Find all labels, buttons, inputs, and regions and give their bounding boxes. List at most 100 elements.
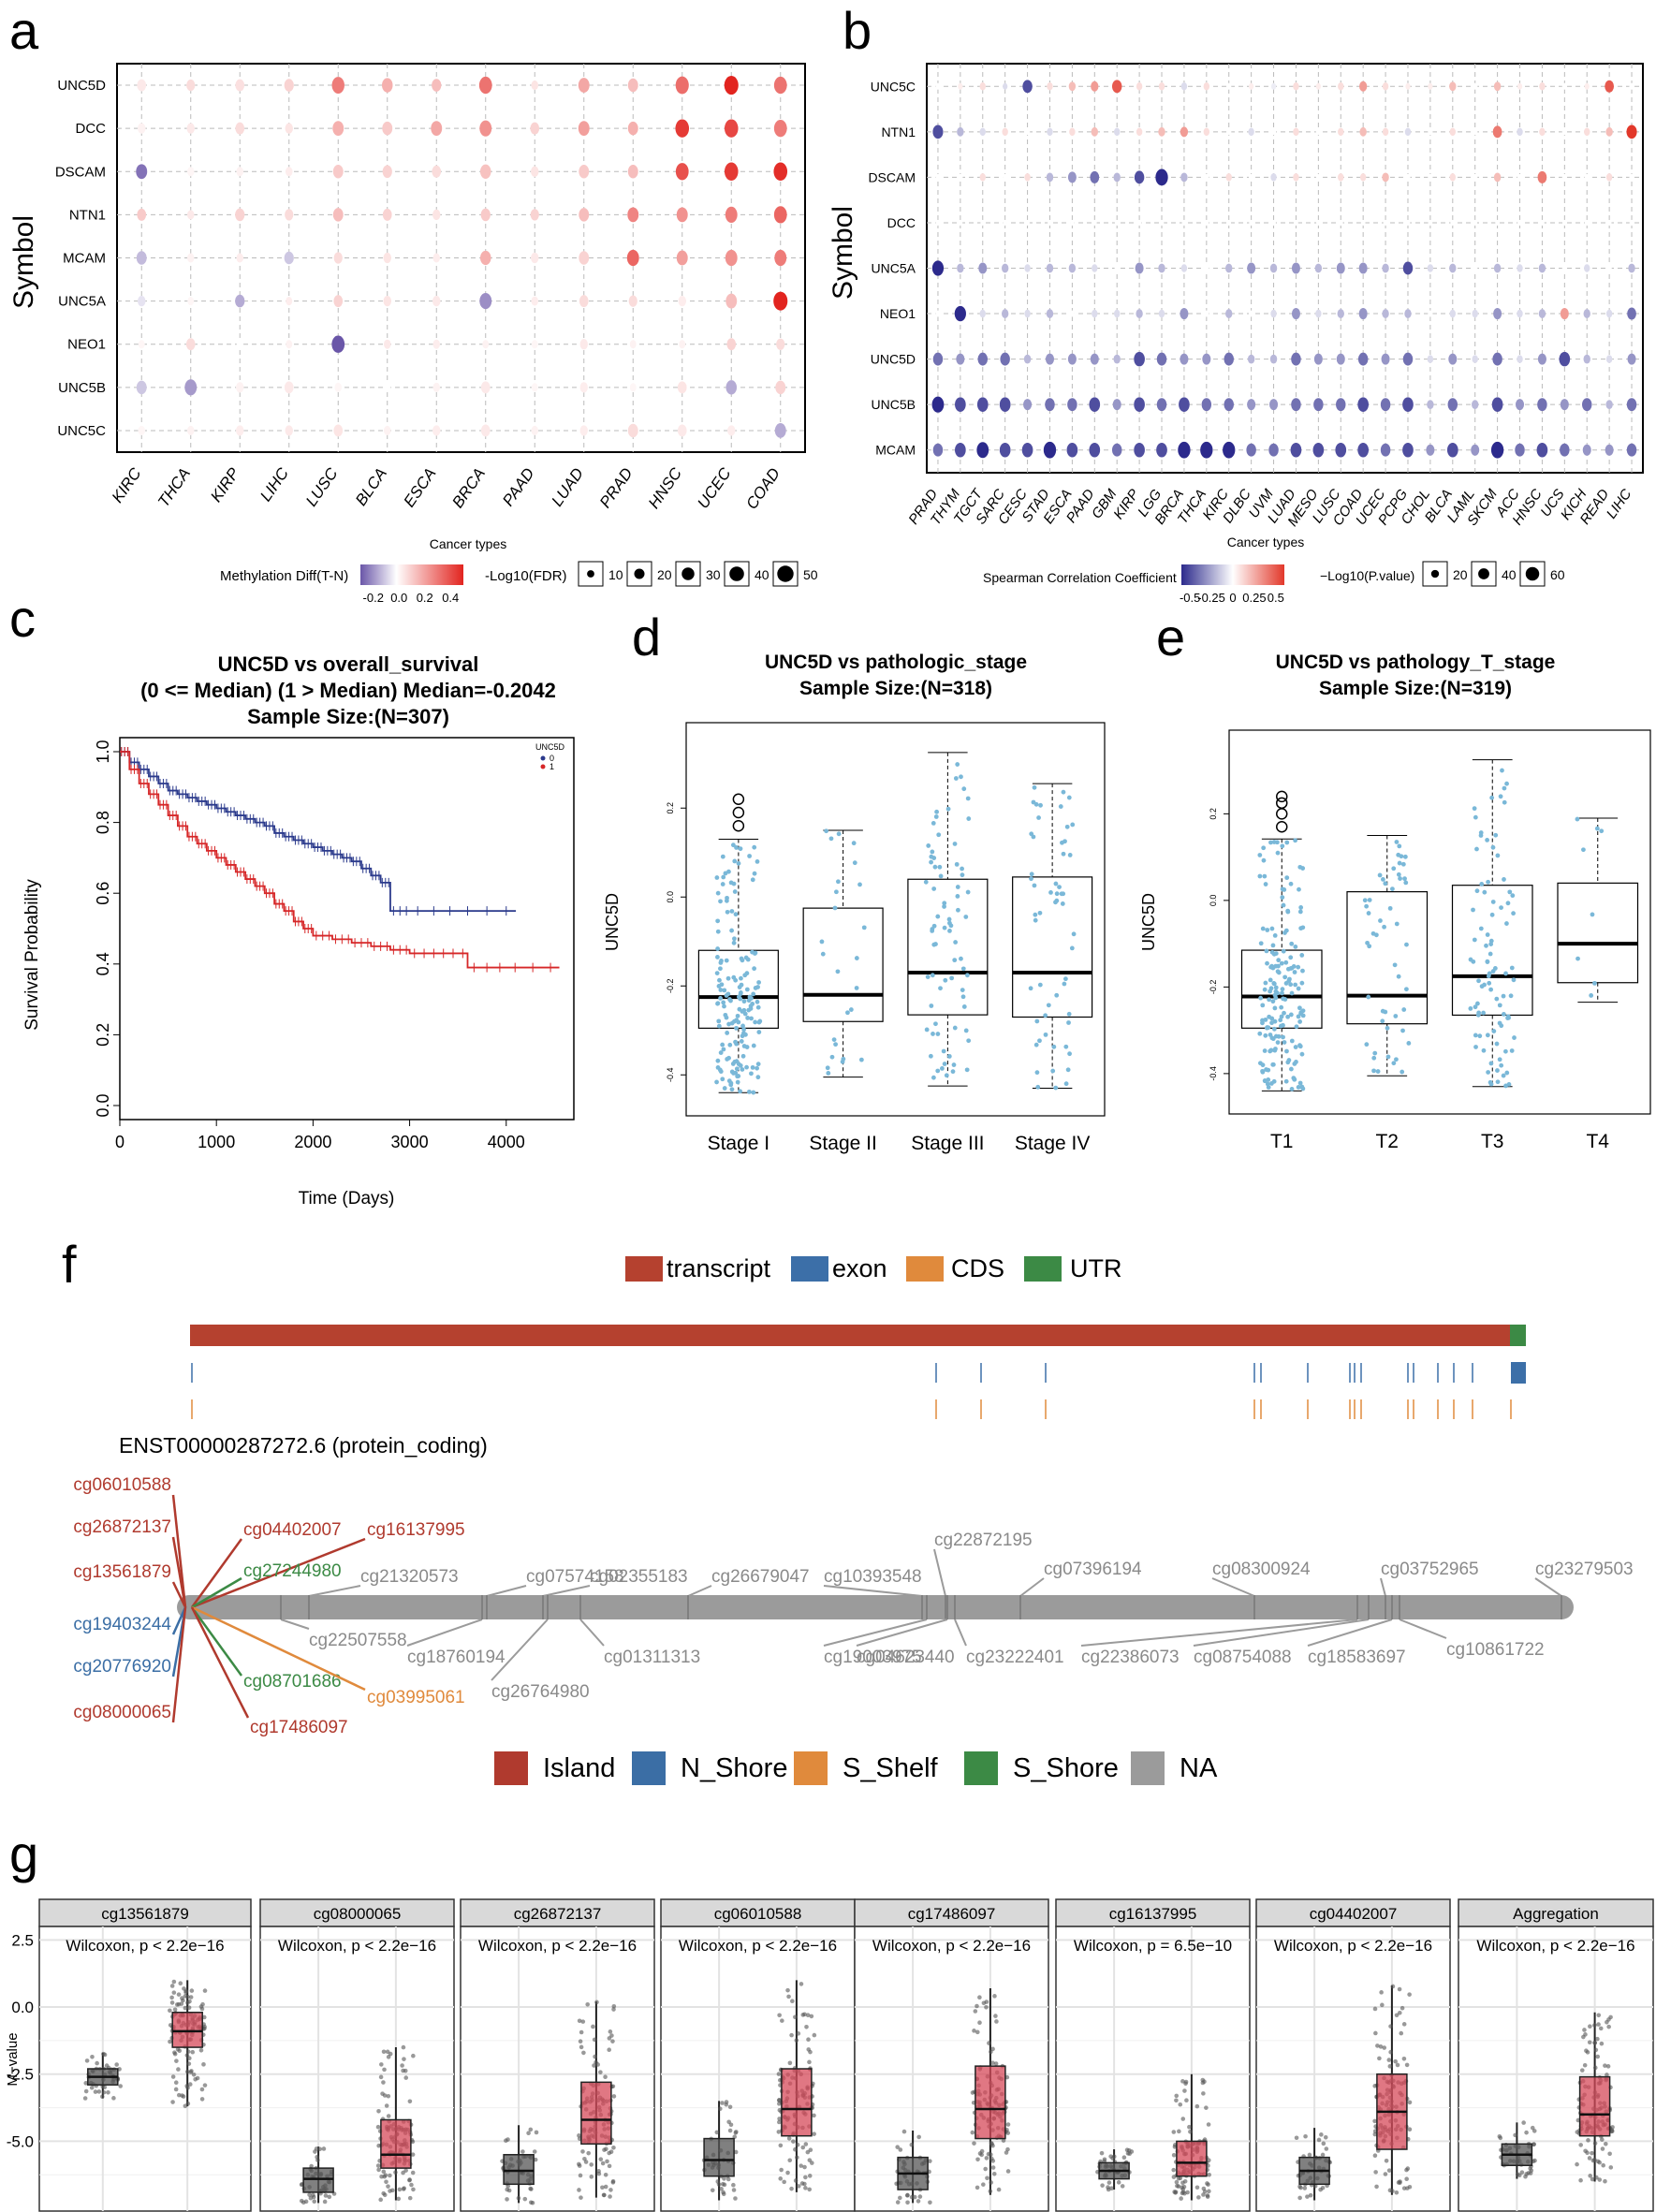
b-dot <box>1626 125 1637 139</box>
facet-tumor-point <box>385 2049 390 2055</box>
facet-strip <box>1458 1898 1654 1927</box>
facet-normal-point <box>1318 2187 1323 2192</box>
panel-d-point <box>731 1071 736 1076</box>
panel-d-point <box>959 956 963 961</box>
panel-e-point <box>1501 993 1506 999</box>
panel-e-point <box>1478 830 1484 835</box>
probe-line-cg23222401 <box>954 1619 967 1647</box>
facet-tumor-point <box>201 2014 207 2020</box>
panel-d-point <box>755 1004 761 1010</box>
panel-c-ytick-label: 0.8 <box>94 811 112 834</box>
facet-normal-point <box>1319 2132 1324 2137</box>
facet-normal-point <box>506 2188 512 2193</box>
panel-e-point <box>1490 900 1496 904</box>
panel-d-point <box>733 977 739 983</box>
b-dot <box>1517 309 1523 318</box>
a-xtick-coad: COAD <box>742 464 784 512</box>
facet-tumor-point <box>789 2032 794 2038</box>
a-dot <box>236 340 243 349</box>
probe-line-cg22507558 <box>280 1619 310 1630</box>
b-dot <box>932 352 944 366</box>
panel-e-point <box>1383 1009 1388 1015</box>
facet-tumor-point <box>611 2094 617 2099</box>
panel-e-point <box>1268 1048 1273 1054</box>
b-dot <box>1247 262 1256 274</box>
facet-tumor-point <box>1588 2174 1592 2178</box>
panel-d-point <box>739 1039 744 1044</box>
a-size-key-label: 20 <box>657 567 672 582</box>
facet-tumor-point <box>1585 2050 1590 2055</box>
facet-normal-point <box>1513 2132 1517 2138</box>
panel-d-point <box>725 895 729 901</box>
panel-d-point <box>1046 1003 1051 1008</box>
panel-e-point <box>1273 963 1279 969</box>
b-dot <box>1270 82 1277 90</box>
facet-tumor-point <box>1407 2100 1413 2105</box>
a-size-key-box <box>675 561 701 587</box>
panel-d-point <box>733 912 739 917</box>
facet-strip <box>1255 1898 1451 1927</box>
panel-d-point <box>939 1066 945 1071</box>
facet-tumor-point <box>1180 2079 1185 2084</box>
b-size-key-box <box>1471 561 1497 587</box>
panel-e-point <box>1262 1048 1268 1053</box>
panel-e-xtick-3: T4 <box>1586 1131 1609 1152</box>
b-dot <box>1134 351 1145 367</box>
panel-d-ytick-label: -0.2 <box>666 978 675 993</box>
panel-c-legend-title: UNC5D <box>535 742 565 752</box>
b-xtick-lihc: LIHC <box>1604 486 1635 521</box>
facet-tumor-point <box>981 2182 986 2187</box>
panel-d-point <box>749 996 754 1001</box>
b-dot <box>1270 173 1277 182</box>
panel-e-point <box>1372 1050 1378 1056</box>
facet-tumor-point <box>403 2168 408 2173</box>
panel-b-letter: b <box>843 1 872 60</box>
facet-tumor-point <box>1582 2062 1588 2068</box>
a-dot <box>579 251 590 265</box>
b-dot <box>1606 265 1612 271</box>
panel-c-ytick-label: 0.2 <box>94 1023 112 1047</box>
b-dot <box>1021 442 1033 458</box>
a-dot <box>285 167 293 177</box>
b-dot <box>1450 219 1456 227</box>
b-dot <box>1003 219 1008 227</box>
panel-e-point <box>1497 1003 1502 1008</box>
facet-tumor-point <box>401 2187 406 2191</box>
facet-tumor-point <box>183 1989 188 1995</box>
probe-label-cg23279503: cg23279503 <box>1535 1560 1634 1579</box>
b-dot <box>1517 127 1523 137</box>
panel-c-ytick-label: 0.6 <box>94 882 112 905</box>
facet-normal-point <box>1099 2150 1105 2156</box>
facet-tumor-point <box>1578 2177 1583 2183</box>
b-dot <box>1203 82 1210 91</box>
facet-normal-point <box>917 2194 923 2199</box>
a-dot <box>383 252 391 264</box>
b-dot <box>1538 263 1546 273</box>
facet-normal-point <box>716 2182 722 2187</box>
panel-e-point <box>1257 873 1263 879</box>
b-dot <box>1629 173 1634 181</box>
b-dot <box>1584 127 1590 137</box>
facet-tumor-point <box>176 2067 181 2072</box>
panel-d-ytick-label: 0.0 <box>666 891 675 903</box>
facet-tumor-point <box>580 2019 586 2024</box>
panel-e-point <box>1281 902 1286 908</box>
facet-tumor-point <box>1174 2179 1180 2185</box>
panel-a: a UNC5DDCCDSCAMNTN1MCAMUNC5ANEO1UNC5BUNC… <box>8 1 818 605</box>
facet-normal-point <box>733 2149 739 2155</box>
panel-e-point <box>1296 986 1301 991</box>
b-dot <box>1473 173 1478 181</box>
facet-tumor-point <box>386 2055 391 2059</box>
b-dot <box>1249 219 1253 227</box>
facet-normal-point <box>905 2200 910 2205</box>
panel-d-point <box>1054 891 1060 897</box>
a-dot <box>186 79 196 92</box>
facet-tumor-point <box>607 2047 611 2053</box>
panel-d-point <box>832 905 838 911</box>
b-dot <box>1338 219 1343 227</box>
panel-d-point <box>930 928 935 933</box>
b-dot <box>1515 399 1525 411</box>
facet-tumor-point <box>1597 2177 1603 2182</box>
facet-normal-point <box>909 2194 915 2200</box>
